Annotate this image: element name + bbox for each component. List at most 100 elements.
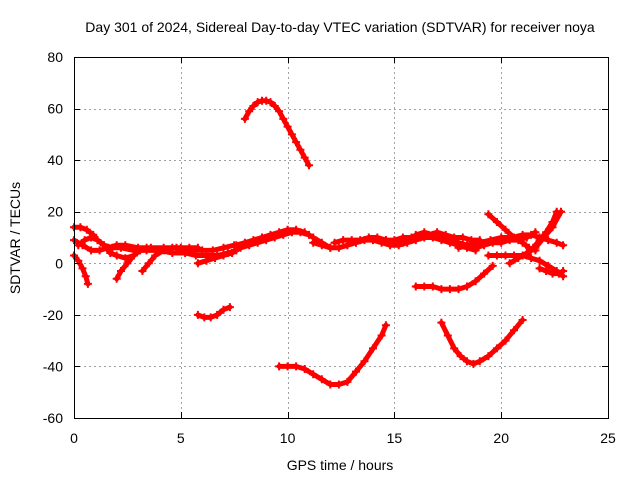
- series-s9: [193, 303, 234, 322]
- data-point: [266, 230, 275, 239]
- data-point: [347, 236, 356, 245]
- data-point: [228, 249, 237, 257]
- data-point: [317, 375, 326, 384]
- data-point: [548, 218, 557, 226]
- data-point: [381, 321, 390, 330]
- data-point: [445, 236, 454, 245]
- data-point: [527, 254, 536, 263]
- data-point: [471, 277, 480, 286]
- data-point: [542, 228, 551, 237]
- data-point: [258, 233, 266, 242]
- data-point: [99, 241, 108, 250]
- data-point: [552, 207, 561, 216]
- data-point: [106, 249, 115, 257]
- data-point: [501, 336, 510, 345]
- data-point: [279, 114, 288, 123]
- data-point: [360, 357, 369, 366]
- series-s17: [437, 316, 527, 368]
- data-point: [151, 251, 160, 260]
- data-point: [82, 225, 91, 234]
- data-point: [510, 326, 518, 335]
- data-point: [240, 238, 249, 247]
- data-point: [121, 241, 130, 250]
- data-point: [219, 305, 228, 314]
- data-point: [373, 233, 382, 242]
- data-point: [262, 96, 271, 105]
- data-point: [552, 238, 561, 247]
- data-point: [514, 254, 523, 263]
- data-point: [334, 380, 343, 389]
- data-point: [475, 238, 484, 247]
- y-tick-label: -60: [43, 410, 63, 426]
- data-point: [144, 259, 153, 268]
- data-point: [501, 225, 510, 234]
- x-tick-label: 10: [280, 430, 296, 446]
- data-point: [138, 267, 147, 275]
- grid: [74, 57, 608, 418]
- data-point: [225, 303, 234, 312]
- data-point: [428, 230, 437, 239]
- data-point: [407, 236, 416, 245]
- data-point: [275, 228, 284, 237]
- data-point: [484, 352, 493, 361]
- data-point: [381, 236, 390, 245]
- x-tick-label: 15: [387, 430, 403, 446]
- data-point: [505, 259, 514, 268]
- data-point: [437, 233, 446, 242]
- x-tick-label: 5: [177, 430, 185, 446]
- data-point: [142, 243, 151, 252]
- data-point: [420, 282, 429, 291]
- data-point: [484, 251, 493, 260]
- data-point: [488, 261, 497, 270]
- data-point: [443, 331, 452, 340]
- data-point: [275, 107, 284, 116]
- data-point: [136, 246, 145, 255]
- data-point: [249, 236, 258, 245]
- series-s6: [138, 243, 202, 275]
- data-point: [78, 264, 87, 273]
- data-point: [535, 264, 544, 273]
- data-point: [326, 243, 335, 252]
- y-tick-label: -40: [43, 358, 63, 374]
- series-s8: [232, 225, 335, 252]
- data-point: [544, 261, 553, 270]
- data-point: [129, 251, 138, 260]
- data-point: [554, 269, 563, 278]
- data-point: [117, 267, 125, 275]
- data-point: [296, 145, 305, 154]
- series-line: [438, 317, 526, 367]
- data-point: [356, 236, 365, 245]
- data-point: [76, 223, 85, 232]
- data-point: [168, 243, 177, 252]
- data-point: [559, 267, 568, 275]
- data-point: [270, 102, 279, 110]
- data-point: [527, 230, 536, 239]
- data-point: [245, 107, 254, 116]
- data-point: [309, 370, 318, 379]
- data-point: [283, 122, 292, 131]
- x-tick-label: 25: [600, 430, 616, 446]
- data-point: [198, 246, 207, 255]
- data-point: [542, 267, 551, 275]
- data-point: [202, 256, 211, 265]
- data-point: [484, 210, 493, 219]
- data-point: [535, 236, 544, 245]
- data-point: [275, 362, 284, 371]
- data-point: [456, 352, 465, 361]
- data-point: [121, 254, 130, 263]
- data-point: [463, 357, 471, 366]
- x-tick-label: 0: [70, 430, 78, 446]
- data-point: [510, 233, 518, 242]
- x-axis-label: GPS time / hours: [287, 457, 394, 473]
- data-point: [559, 241, 568, 250]
- data-point: [112, 251, 121, 260]
- data-point: [93, 236, 102, 245]
- plot-frame: [74, 57, 609, 419]
- data-point: [249, 102, 258, 110]
- data-point: [463, 282, 471, 291]
- data-point: [83, 279, 92, 288]
- data-point: [300, 153, 309, 162]
- data-point: [398, 238, 407, 247]
- data-point: [518, 238, 527, 247]
- series-s1: [70, 251, 92, 288]
